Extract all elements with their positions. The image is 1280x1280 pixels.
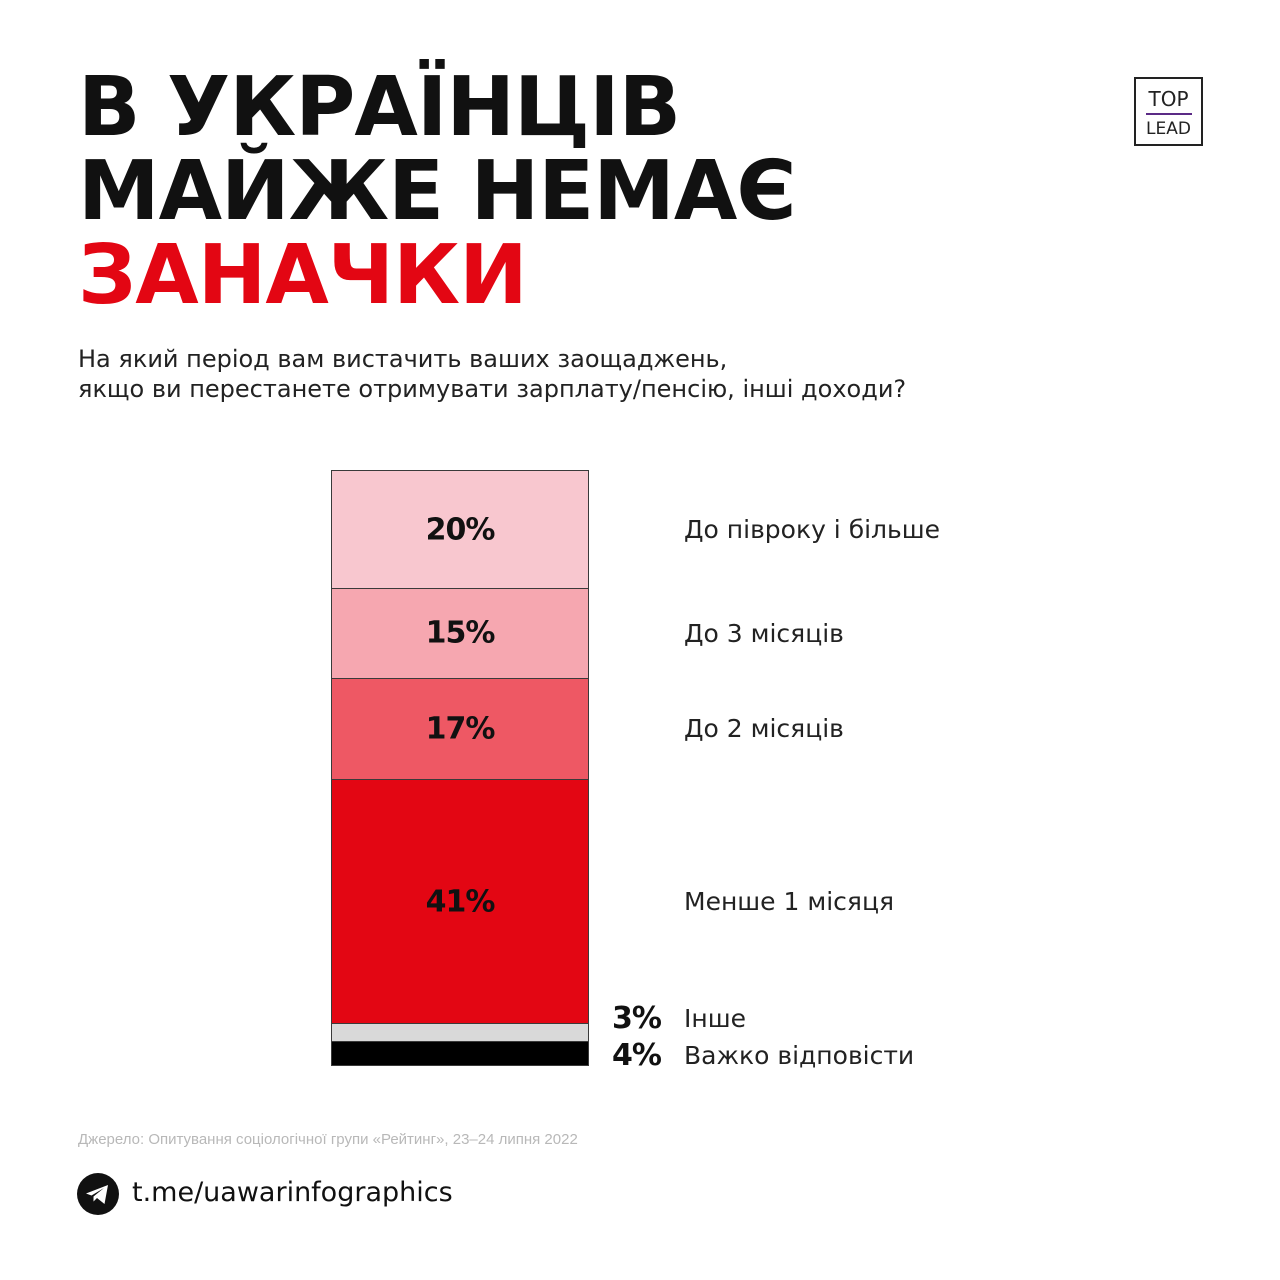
category-label: Інше bbox=[684, 1004, 746, 1034]
segment-value-label: 4% bbox=[612, 1038, 662, 1074]
bar-segment: 17% bbox=[331, 678, 589, 780]
source-note: Джерело: Опитування соціологічної групи … bbox=[78, 1131, 578, 1148]
category-label: До 3 місяців bbox=[684, 618, 844, 648]
segment-value-label: 15% bbox=[425, 615, 496, 651]
title-line-3: ЗАНАЧКИ bbox=[78, 228, 528, 323]
question-line-2: якщо ви перестанете отримувати зарплату/… bbox=[78, 375, 907, 403]
segment-value-label: 41% bbox=[425, 884, 496, 920]
category-label: До півроку і більше bbox=[684, 514, 941, 544]
bar-segment bbox=[331, 1042, 589, 1066]
survey-question: На який період вам вистачить ваших заоща… bbox=[78, 344, 906, 404]
segment-value-label: 20% bbox=[425, 512, 496, 548]
page-title: В УКРАЇНЦІВ МАЙЖЕ НЕМАЄ ЗАНАЧКИ bbox=[78, 60, 797, 323]
bar-segment: 41% bbox=[331, 779, 589, 1025]
category-label: До 2 місяців bbox=[684, 714, 844, 744]
title-line-1: В УКРАЇНЦІВ bbox=[78, 60, 681, 155]
telegram-channel-link[interactable]: t.me/uawarinfographics bbox=[132, 1177, 453, 1208]
question-line-1: На який період вам вистачить ваших заоща… bbox=[78, 345, 728, 373]
bar-segment: 20% bbox=[331, 470, 589, 590]
bar-segment bbox=[331, 1024, 589, 1043]
logo-bottom-text: LEAD bbox=[1146, 119, 1191, 139]
category-label: Менше 1 місяця bbox=[684, 887, 894, 917]
segment-value-label: 3% bbox=[612, 1001, 662, 1037]
stacked-bar-chart: 20% 15% 17% 41% bbox=[331, 470, 589, 1066]
telegram-icon bbox=[77, 1173, 119, 1215]
top-lead-logo: TOP LEAD bbox=[1134, 77, 1203, 146]
logo-top-text: TOP bbox=[1148, 87, 1189, 111]
logo-divider bbox=[1145, 113, 1192, 115]
category-label: Важко відповісти bbox=[684, 1041, 915, 1071]
bar-segment: 15% bbox=[331, 589, 589, 679]
title-line-2: МАЙЖЕ НЕМАЄ bbox=[78, 144, 797, 239]
segment-value-label: 17% bbox=[425, 711, 496, 747]
